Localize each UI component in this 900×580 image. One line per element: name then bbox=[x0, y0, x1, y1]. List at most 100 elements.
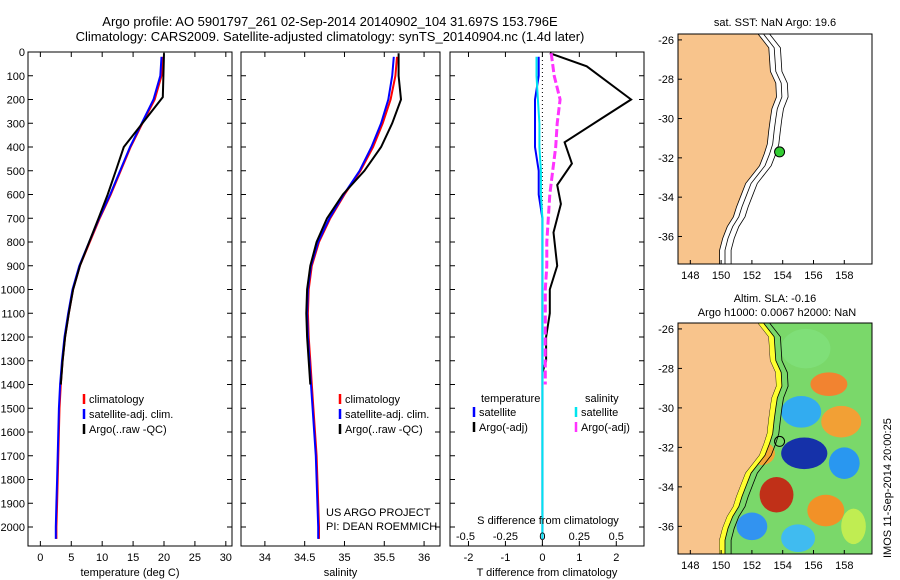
difference-xtick-label: 2 bbox=[613, 552, 619, 564]
depth-tick-label: 1900 bbox=[1, 498, 25, 510]
sla-eddy bbox=[781, 437, 828, 470]
temperature-xtick-label: 30 bbox=[220, 552, 232, 564]
legend-label: Argo(..raw -QC) bbox=[89, 424, 167, 436]
sla-map-lat-label: -32 bbox=[658, 442, 674, 454]
sla-map-subtitle: Argo h1000: 0.0067 h2000: NaN bbox=[698, 307, 856, 319]
sla-eddy bbox=[781, 396, 822, 428]
depth-tick-label: 500 bbox=[7, 166, 25, 178]
sla-map-lat-label: -28 bbox=[658, 363, 674, 375]
sla-map-lon-label: 154 bbox=[774, 560, 792, 572]
temperature-xtick-label: 0 bbox=[37, 552, 43, 564]
legend-label: Argo(..raw -QC) bbox=[345, 424, 423, 436]
sla-eddy bbox=[736, 512, 768, 541]
temperature-frame bbox=[27, 51, 233, 547]
sla-map-frame bbox=[677, 322, 873, 555]
difference-frame bbox=[449, 51, 645, 547]
project-annotation: US ARGO PROJECT bbox=[326, 507, 431, 519]
legend-heading-temperature: temperature bbox=[481, 393, 540, 405]
sst-map-lat-label: -28 bbox=[658, 74, 674, 86]
salinity-xlabel: salinity bbox=[324, 567, 358, 579]
legend-label: satellite-adj. clim. bbox=[345, 409, 429, 421]
temperature-xlabel: temperature (deg C) bbox=[80, 567, 179, 579]
sla-map-lon-label: 150 bbox=[712, 560, 730, 572]
imos-timestamp: IMOS 11-Sep-2014 20:00:25 bbox=[882, 418, 894, 558]
temperature-series-argo-raw-qc- bbox=[59, 53, 165, 385]
legend-label: climatology bbox=[89, 394, 145, 406]
legend-label: satellite-adj. clim. bbox=[89, 409, 173, 421]
sla-map-lon-label: 152 bbox=[743, 560, 761, 572]
depth-tick-label: 300 bbox=[7, 118, 25, 130]
sla-map-lat-label: -34 bbox=[658, 482, 674, 494]
sla-map-lon-label: 148 bbox=[681, 560, 699, 572]
sla-eddy bbox=[828, 447, 860, 479]
temperature-plot-area bbox=[54, 53, 165, 539]
salinity-xtick-label: 35.5 bbox=[374, 552, 395, 564]
difference-xtick-label: -2 bbox=[464, 552, 474, 564]
legend-label: satellite bbox=[479, 407, 516, 419]
salinity-diff-axis-label: S difference from climatology bbox=[477, 515, 619, 527]
argo-position-marker bbox=[774, 435, 786, 447]
shelf-band bbox=[719, 323, 782, 554]
legend-label: Argo(-adj) bbox=[581, 422, 630, 434]
sst-map-lat-label: -26 bbox=[658, 35, 674, 47]
chart-title-line-2: Climatology: CARS2009. Satellite-adjuste… bbox=[75, 29, 585, 44]
sst-map-lat-label: -32 bbox=[658, 153, 674, 165]
difference-series-salinity-argo-adj- bbox=[543, 53, 562, 385]
depth-tick-label: 1000 bbox=[1, 285, 25, 297]
sst-map-lon-label: 156 bbox=[804, 270, 822, 282]
sla-map-lat-label: -30 bbox=[658, 403, 674, 415]
temperature-xtick-label: 15 bbox=[127, 552, 139, 564]
sla-eddy bbox=[807, 494, 845, 527]
salinity-xtick-label: 36 bbox=[418, 552, 430, 564]
sla-map-lon-label: 156 bbox=[804, 560, 822, 572]
temperature-xtick-label: 10 bbox=[96, 552, 108, 564]
sst-map-lat-label: -34 bbox=[658, 192, 674, 204]
imos-timestamp-text: IMOS 11-Sep-2014 20:00:25 bbox=[882, 418, 894, 558]
sst-map-land bbox=[678, 34, 777, 264]
sst-map-lon-label: 150 bbox=[712, 270, 730, 282]
sla-eddy bbox=[841, 508, 866, 545]
salinity-diff-tick-label: 0.5 bbox=[609, 531, 624, 543]
isobath-200m bbox=[724, 323, 783, 554]
sla-map-title: Altim. SLA: -0.16 bbox=[734, 293, 817, 305]
salinity-frame bbox=[240, 51, 441, 547]
temperature-xtick-label: 20 bbox=[158, 552, 170, 564]
sst-map-lat-label: -36 bbox=[658, 231, 674, 243]
sla-eddy bbox=[821, 405, 862, 438]
salinity-diff-tick-label: -0.5 bbox=[456, 531, 475, 543]
sla-eddy bbox=[781, 524, 816, 553]
chart-title-line-1: Argo profile: AO 5901797_261 02-Sep-2014… bbox=[102, 14, 558, 29]
salinity-diff-tick-label: 0 bbox=[539, 531, 545, 543]
difference-xtick-label: -1 bbox=[501, 552, 511, 564]
salinity-plot-area bbox=[305, 53, 403, 539]
sst-map-lon-label: 148 bbox=[681, 270, 699, 282]
salinity-xtick-label: 34 bbox=[259, 552, 271, 564]
depth-tick-label: 1600 bbox=[1, 427, 25, 439]
profile-panels: 0100200300400500600700800900100011001200… bbox=[1, 47, 645, 579]
difference-series-salinity-satellite bbox=[535, 56, 544, 539]
depth-tick-label: 1300 bbox=[1, 356, 25, 368]
sla-map-lon-label: 158 bbox=[835, 560, 853, 572]
temperature-xtick-label: 25 bbox=[189, 552, 201, 564]
difference-xtick-label: 1 bbox=[576, 552, 582, 564]
depth-tick-label: 1200 bbox=[1, 332, 25, 344]
depth-tick-label: 700 bbox=[7, 213, 25, 225]
legend-heading-salinity: salinity bbox=[585, 393, 619, 405]
salinity-diff-tick-label: -0.25 bbox=[493, 531, 518, 543]
temperature-panel: 0100200300400500600700800900100011001200… bbox=[1, 47, 233, 579]
sst-map-lon-label: 158 bbox=[835, 270, 853, 282]
depth-tick-label: 600 bbox=[7, 190, 25, 202]
difference-xlabel: T difference from climatology bbox=[477, 567, 618, 579]
sla-eddy bbox=[810, 372, 848, 397]
sla-map-plot-area bbox=[678, 323, 872, 554]
isobath-2000m bbox=[730, 323, 789, 554]
isobath-2000m bbox=[730, 34, 789, 264]
depth-tick-label: 200 bbox=[7, 95, 25, 107]
depth-tick-label: 1400 bbox=[1, 380, 25, 392]
difference-panel: -2 -1 0 1 2 T difference from climatology -0.5… bbox=[449, 51, 645, 579]
depth-tick-label: 1500 bbox=[1, 403, 25, 415]
salinity-series-argo-raw-qc- bbox=[305, 53, 403, 385]
depth-tick-label: 400 bbox=[7, 142, 25, 154]
difference-plot-area bbox=[534, 52, 633, 546]
depth-tick-label: 900 bbox=[7, 261, 25, 273]
